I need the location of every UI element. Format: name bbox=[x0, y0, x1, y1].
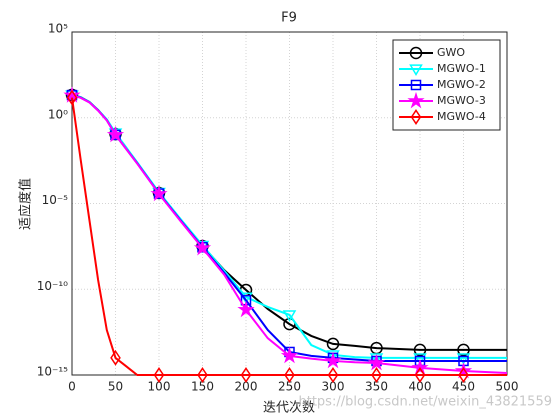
chart-title: F9 bbox=[281, 11, 297, 26]
legend-label: MGWO-3 bbox=[437, 94, 486, 107]
marker bbox=[454, 361, 473, 379]
series-line bbox=[71, 97, 507, 376]
marker bbox=[150, 184, 168, 202]
x-tick-label: 0 bbox=[68, 380, 76, 394]
x-tick-label: 300 bbox=[322, 380, 345, 394]
marker bbox=[324, 351, 342, 369]
legend-marker bbox=[409, 64, 423, 76]
marker bbox=[371, 367, 382, 383]
x-tick-label: 150 bbox=[191, 380, 214, 394]
marker bbox=[457, 343, 470, 357]
marker bbox=[456, 353, 471, 365]
legend-label: MGWO-1 bbox=[437, 62, 486, 75]
x-axis-label: 迭代次数 bbox=[263, 400, 315, 416]
x-tick-label: 250 bbox=[278, 380, 301, 394]
marker bbox=[237, 300, 255, 318]
x-tick-label: 450 bbox=[452, 380, 475, 394]
marker bbox=[240, 367, 252, 383]
y-tick-label: 10⁰ bbox=[48, 107, 68, 121]
y-tick-label: 10⁵ bbox=[48, 22, 68, 36]
x-tick-label: 200 bbox=[235, 380, 258, 394]
x-tick-label: 100 bbox=[148, 380, 171, 394]
marker bbox=[197, 367, 208, 383]
marker bbox=[110, 349, 121, 366]
marker bbox=[284, 367, 295, 383]
legend-label: MGWO-2 bbox=[437, 78, 486, 91]
marker bbox=[458, 367, 469, 383]
marker bbox=[413, 353, 427, 365]
legend-marker bbox=[410, 109, 422, 125]
marker bbox=[106, 125, 125, 143]
y-tick-label: 10⁻¹⁰ bbox=[37, 279, 68, 293]
y-tick-label: 10⁻⁵ bbox=[42, 193, 69, 207]
marker bbox=[326, 350, 340, 362]
legend-marker bbox=[409, 46, 423, 60]
marker bbox=[153, 367, 165, 383]
marker bbox=[414, 367, 426, 383]
marker bbox=[326, 337, 340, 351]
x-tick-label: 400 bbox=[409, 380, 432, 394]
marker bbox=[413, 343, 427, 357]
legend-marker bbox=[407, 91, 425, 109]
legend-label: MGWO-4 bbox=[437, 110, 486, 123]
y-tick-label: 10⁻¹⁵ bbox=[37, 365, 68, 379]
x-tick-label: 50 bbox=[108, 380, 123, 394]
marker bbox=[193, 239, 212, 256]
marker bbox=[367, 353, 386, 371]
x-tick-label: 350 bbox=[365, 380, 388, 394]
watermark: https://blog.csdn.net/weixin_43821559 bbox=[298, 395, 552, 410]
x-tick-label: 500 bbox=[496, 380, 519, 394]
legend-label: GWO bbox=[437, 46, 465, 59]
legend-marker bbox=[410, 79, 422, 91]
marker bbox=[282, 310, 297, 322]
marker bbox=[66, 89, 78, 106]
series-line bbox=[71, 94, 508, 375]
y-axis-label: 适应度值 bbox=[18, 178, 34, 230]
marker bbox=[280, 346, 299, 364]
marker bbox=[327, 367, 339, 383]
